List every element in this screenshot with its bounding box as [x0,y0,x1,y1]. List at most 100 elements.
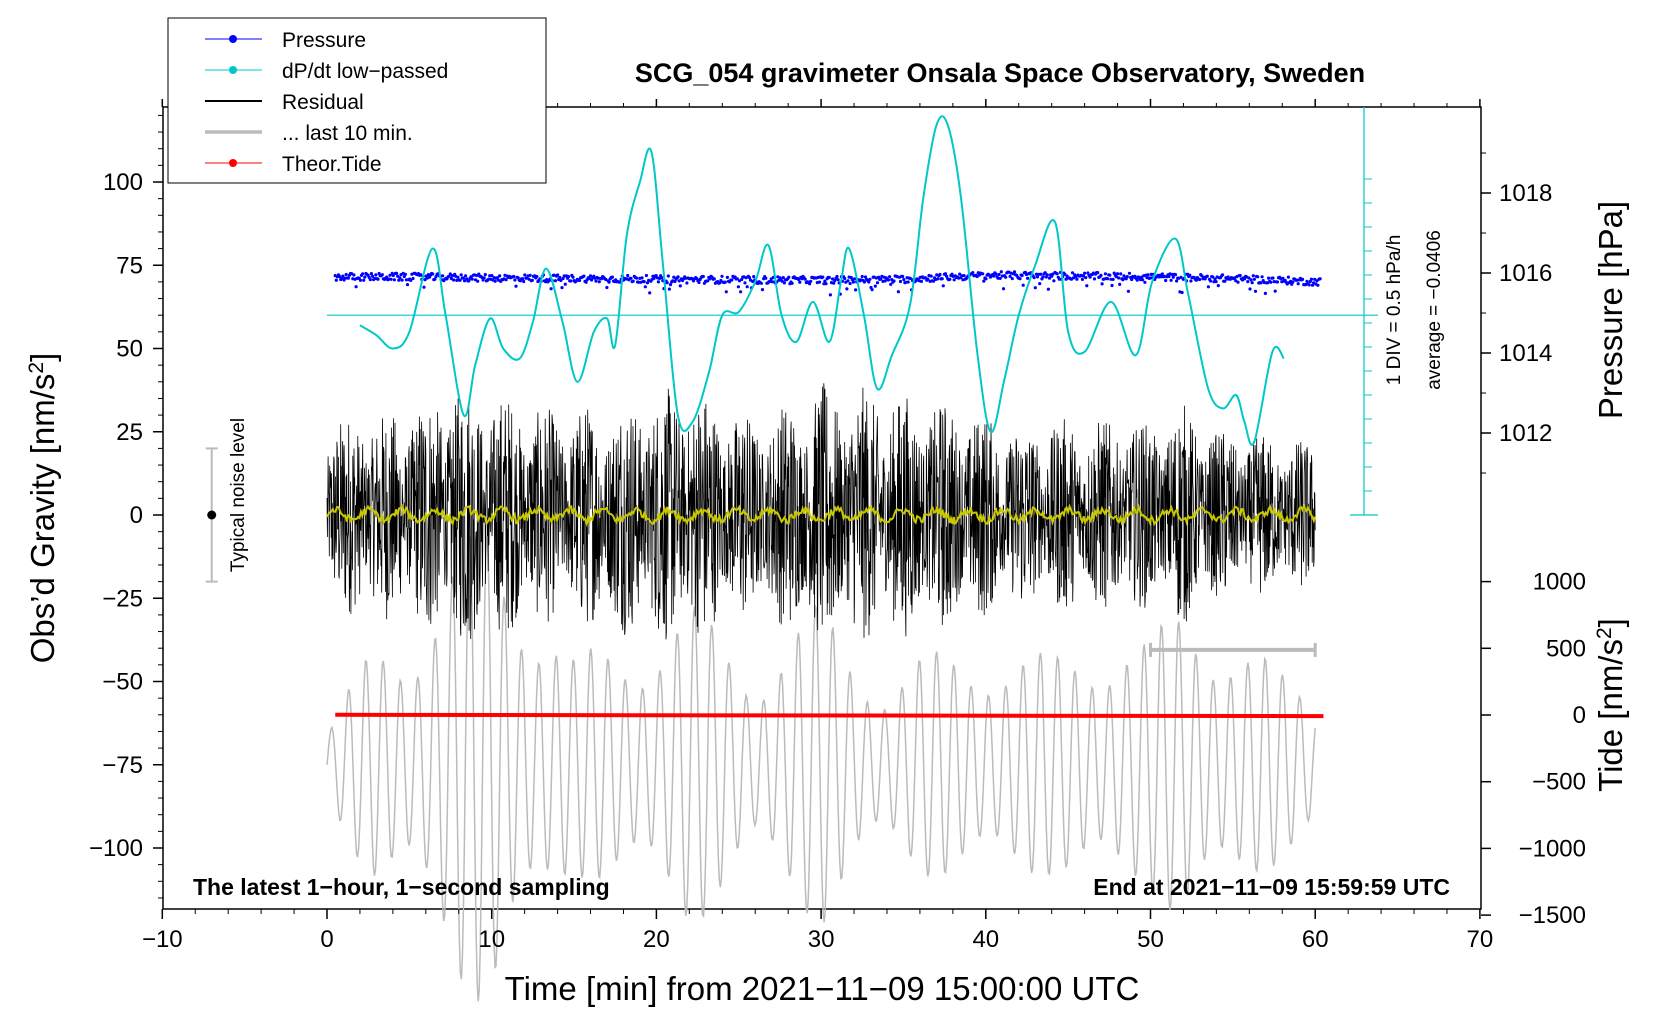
x-tick-label: 10 [478,926,505,953]
pressure-dot [1099,273,1103,277]
pressure-dot [458,278,462,282]
pressure-dot [824,282,828,286]
pressure-dot [1188,273,1192,277]
pressure-dot [984,277,988,281]
pressure-dots [333,270,1322,297]
pressure-dot [1021,283,1025,287]
y-left-tick-label: 0 [130,502,143,529]
pressure-dot [919,279,924,283]
pressure-dot [1127,271,1132,275]
pressure-dot [1063,272,1067,276]
pressure-dot [563,282,567,286]
pressure-dot [405,283,410,287]
pressure-dot [1238,273,1242,278]
pressure-dot [1038,282,1042,286]
pressure-dot [1267,276,1271,280]
pressure-dot [1301,277,1305,281]
pressure-dot [334,278,338,282]
pressure-dot [1179,275,1183,279]
pressure-dot [1252,277,1256,281]
pressure-dot [1018,277,1022,281]
pressure-dot [482,276,486,280]
legend-tide-marker [229,159,237,167]
last-10-min-marker [1149,642,1317,657]
pressure-dot [706,279,710,283]
pressure-dot [1313,277,1317,281]
residual-smoothed-trace [326,503,1317,528]
pressure-dot [860,274,864,279]
pressure-dot [459,273,463,277]
tide-tick-label: 500 [1546,635,1586,662]
pressure-dot [926,277,930,281]
pressure-dot [867,280,871,284]
pressure-dot [1075,277,1079,281]
pressure-dot [936,277,940,281]
pressure-dot [677,279,681,283]
pressure-dot [1004,275,1008,279]
annotation-end-time: End at 2021−11−09 15:59:59 UTC [1093,874,1450,900]
dpdt-average-label: average = −0.0406 [1424,230,1445,390]
pressure-dot [889,282,893,286]
pressure-dot [739,290,743,294]
tide-tick-label: −1000 [1519,835,1586,862]
pressure-dot [352,273,356,277]
pressure-dot [553,279,558,283]
pressure-dot [787,275,791,279]
pressure-dot [666,274,670,278]
pressure-dot [809,279,813,283]
pressure-dot [797,277,801,282]
pressure-dot [879,277,883,281]
pressure-dot [743,281,747,285]
residual-trace [326,383,1316,640]
pressure-dot [835,274,839,279]
pressure-dot [1221,273,1225,277]
pressure-dot [1125,275,1129,279]
pressure-dot [1143,280,1147,284]
pressure-dot [392,278,396,282]
pressure-dot [827,275,831,280]
pressure-dot [873,284,877,288]
pressure-dot [1296,282,1300,286]
pressure-dot [346,276,350,280]
noise-level-bar [205,447,218,583]
pressure-dot [422,285,426,289]
pressure-dot [752,275,756,279]
pressure-dot [1085,284,1089,288]
legend: Pressure dP/dt low−passed Residual ... l… [167,17,547,184]
pressure-dot [948,277,952,281]
pressure-dot [1041,275,1045,279]
pressure-dot [610,275,615,279]
pressure-dot [464,274,468,278]
pressure-dot [403,272,407,276]
legend-item-tide: Theor.Tide [205,153,382,176]
pressure-dot [1256,275,1260,279]
pressure-dot [1253,289,1258,293]
pressure-dot [870,288,874,292]
pressure-dot [1103,272,1107,276]
pressure-dot [992,274,996,278]
pressure-dot [1310,283,1315,287]
x-tick-label: −10 [142,926,183,953]
pressure-dot [720,274,724,278]
pressure-dot [567,275,571,279]
pressure-dot [1115,272,1120,276]
pressure-dot [513,278,517,282]
pressure-dot [1092,277,1097,281]
pressure-dot [530,278,535,282]
x-tick-label: 70 [1467,926,1494,953]
y-left-tick-label: −50 [102,669,143,696]
pressure-dot [941,284,945,288]
y-axis-left: 100 75 50 25 0 −25 −50 −75 −100 [89,114,163,899]
pressure-dot [1035,275,1040,279]
pressure-dot [888,275,892,279]
pressure-dot [1100,282,1104,286]
pressure-dot [1047,276,1052,280]
noise-level-label: Typical noise level [228,418,249,572]
theor-tide-trace [335,712,1324,719]
dpdt-group [327,107,1378,516]
tide-tick-label: −1500 [1519,902,1586,929]
pressure-dot [493,279,497,283]
pressure-dot [898,279,903,284]
pressure-dot [1307,283,1311,287]
